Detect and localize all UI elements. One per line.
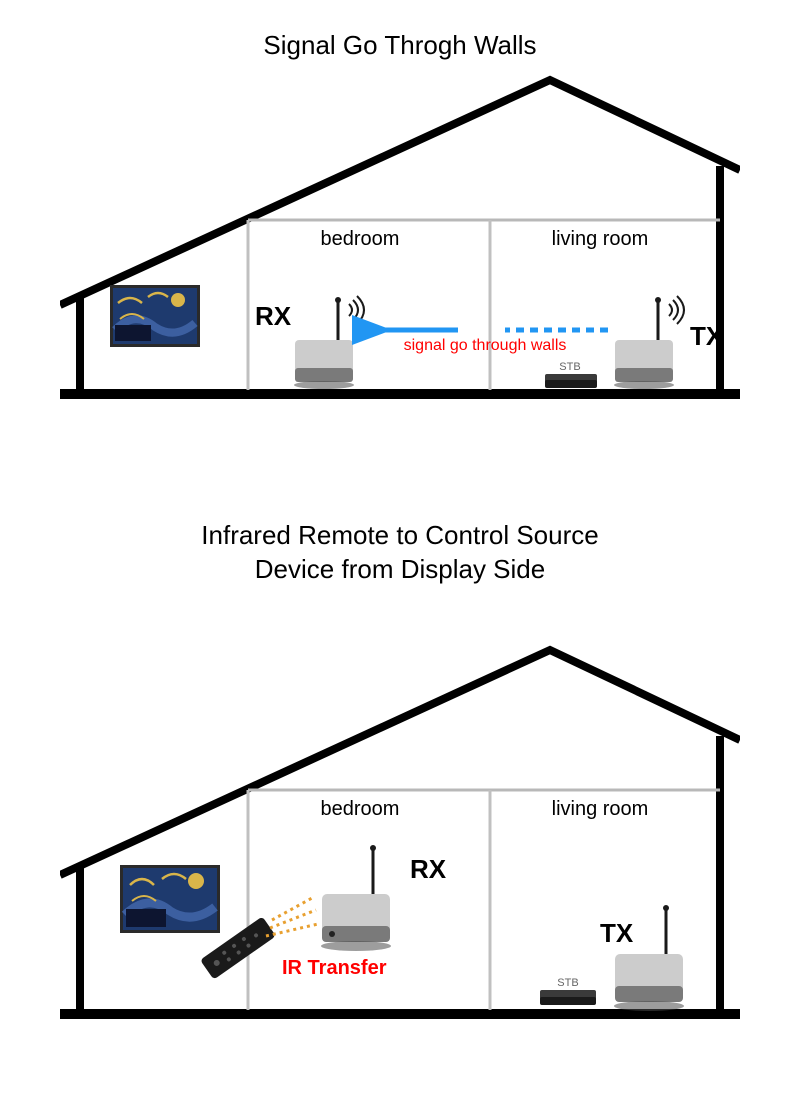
tv-painting-2 — [120, 865, 220, 933]
rx-device-2 — [321, 845, 391, 951]
stb-label-2: STB — [557, 977, 578, 989]
ir-rays — [266, 898, 318, 936]
panel2-title-line1: Infrared Remote to Control Source — [0, 520, 800, 551]
tx-label-2: TX — [600, 918, 634, 948]
room-left-label: bedroom — [321, 228, 400, 250]
room-right-label-2: living room — [552, 798, 649, 820]
rx-label: RX — [255, 301, 292, 331]
stb-device — [545, 374, 597, 388]
tx-label: TX — [690, 321, 724, 351]
room-right-label: living room — [552, 228, 649, 250]
signal-text: signal go through walls — [404, 337, 567, 354]
ir-text: IR Transfer — [282, 957, 387, 979]
panel1-house: bedroom living room — [60, 70, 740, 450]
stb-label: STB — [559, 361, 580, 373]
panel2-title-line2: Device from Display Side — [0, 554, 800, 585]
stb-device-2 — [540, 990, 596, 1005]
rx-device — [294, 296, 364, 389]
panel2-house: bedroom living room — [60, 640, 740, 1040]
tx-device — [614, 296, 684, 389]
rx-label-2: RX — [410, 854, 447, 884]
room-left-label-2: bedroom — [321, 798, 400, 820]
panel1-title: Signal Go Throgh Walls — [0, 30, 800, 61]
tv-painting — [110, 285, 200, 347]
